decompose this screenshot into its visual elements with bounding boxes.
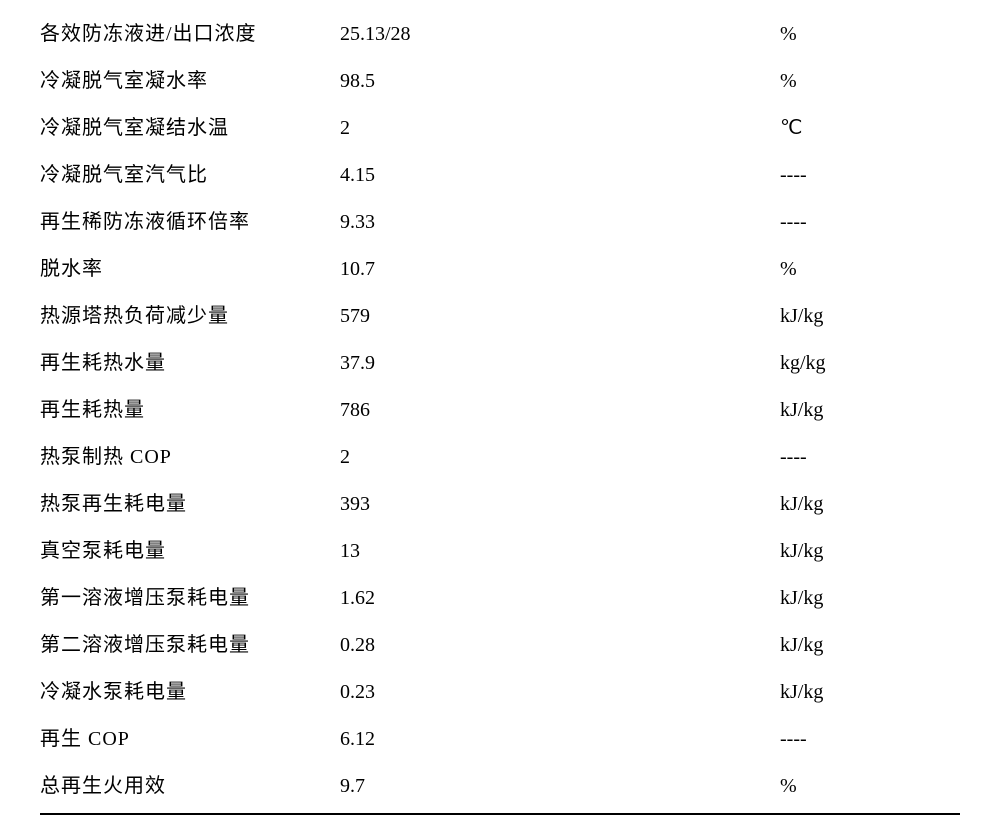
param-unit: kJ/kg — [780, 400, 960, 420]
param-label: 冷凝脱气室汽气比 — [40, 165, 340, 185]
table-row: 再生稀防冻液循环倍率 9.33 ---- — [40, 198, 960, 245]
param-value: 4.15 — [340, 165, 780, 185]
param-label: 第一溶液增压泵耗电量 — [40, 588, 340, 608]
table-row: 总再生火用效 9.7 % — [40, 762, 960, 809]
param-label: 再生耗热水量 — [40, 353, 340, 373]
table-row: 冷凝水泵耗电量 0.23 kJ/kg — [40, 668, 960, 715]
param-label: 冷凝脱气室凝水率 — [40, 71, 340, 91]
param-label: 各效防冻液进/出口浓度 — [40, 24, 340, 44]
table-row: 第一溶液增压泵耗电量 1.62 kJ/kg — [40, 574, 960, 621]
table-row: 热泵制热 COP 2 ---- — [40, 433, 960, 480]
param-value: 10.7 — [340, 259, 780, 279]
table-row: 热源塔热负荷减少量 579 kJ/kg — [40, 292, 960, 339]
table-row: 第二溶液增压泵耗电量 0.28 kJ/kg — [40, 621, 960, 668]
param-label: 热源塔热负荷减少量 — [40, 306, 340, 326]
param-value: 393 — [340, 494, 780, 514]
param-label: 脱水率 — [40, 259, 340, 279]
param-value: 579 — [340, 306, 780, 326]
param-value: 1.62 — [340, 588, 780, 608]
param-unit: ---- — [780, 165, 960, 185]
param-unit: kJ/kg — [780, 306, 960, 326]
param-value: 786 — [340, 400, 780, 420]
param-unit: kg/kg — [780, 353, 960, 373]
param-unit: ---- — [780, 447, 960, 467]
param-unit: % — [780, 71, 960, 91]
param-value: 9.7 — [340, 776, 780, 796]
param-unit: % — [780, 259, 960, 279]
param-value: 6.12 — [340, 729, 780, 749]
param-label: 冷凝脱气室凝结水温 — [40, 118, 340, 138]
table-row: 再生耗热量 786 kJ/kg — [40, 386, 960, 433]
param-label: 再生 COP — [40, 729, 340, 749]
param-unit: % — [780, 24, 960, 44]
param-label: 冷凝水泵耗电量 — [40, 682, 340, 702]
param-unit: kJ/kg — [780, 588, 960, 608]
param-unit: ---- — [780, 212, 960, 232]
param-label: 总再生火用效 — [40, 776, 340, 796]
parameters-table: 各效防冻液进/出口浓度 25.13/28 % 冷凝脱气室凝水率 98.5 % 冷… — [0, 0, 1000, 815]
param-value: 13 — [340, 541, 780, 561]
param-label: 热泵制热 COP — [40, 447, 340, 467]
param-unit: kJ/kg — [780, 541, 960, 561]
param-value: 98.5 — [340, 71, 780, 91]
table-row: 冷凝脱气室凝水率 98.5 % — [40, 57, 960, 104]
table-row: 再生 COP 6.12 ---- — [40, 715, 960, 762]
param-value: 2 — [340, 118, 780, 138]
param-value: 0.23 — [340, 682, 780, 702]
param-label: 热泵再生耗电量 — [40, 494, 340, 514]
table-row: 真空泵耗电量 13 kJ/kg — [40, 527, 960, 574]
table-bottom-rule — [40, 813, 960, 815]
param-label: 再生耗热量 — [40, 400, 340, 420]
param-unit: kJ/kg — [780, 682, 960, 702]
param-value: 9.33 — [340, 212, 780, 232]
table-row: 热泵再生耗电量 393 kJ/kg — [40, 480, 960, 527]
param-value: 2 — [340, 447, 780, 467]
param-label: 真空泵耗电量 — [40, 541, 340, 561]
param-unit: ℃ — [780, 118, 960, 138]
param-unit: kJ/kg — [780, 494, 960, 514]
param-unit: % — [780, 776, 960, 796]
param-unit: ---- — [780, 729, 960, 749]
param-value: 0.28 — [340, 635, 780, 655]
param-value: 37.9 — [340, 353, 780, 373]
param-value: 25.13/28 — [340, 24, 780, 44]
table-row: 再生耗热水量 37.9 kg/kg — [40, 339, 960, 386]
param-label: 第二溶液增压泵耗电量 — [40, 635, 340, 655]
table-row: 各效防冻液进/出口浓度 25.13/28 % — [40, 10, 960, 57]
param-unit: kJ/kg — [780, 635, 960, 655]
table-row: 冷凝脱气室凝结水温 2 ℃ — [40, 104, 960, 151]
table-row: 冷凝脱气室汽气比 4.15 ---- — [40, 151, 960, 198]
table-row: 脱水率 10.7 % — [40, 245, 960, 292]
param-label: 再生稀防冻液循环倍率 — [40, 212, 340, 232]
